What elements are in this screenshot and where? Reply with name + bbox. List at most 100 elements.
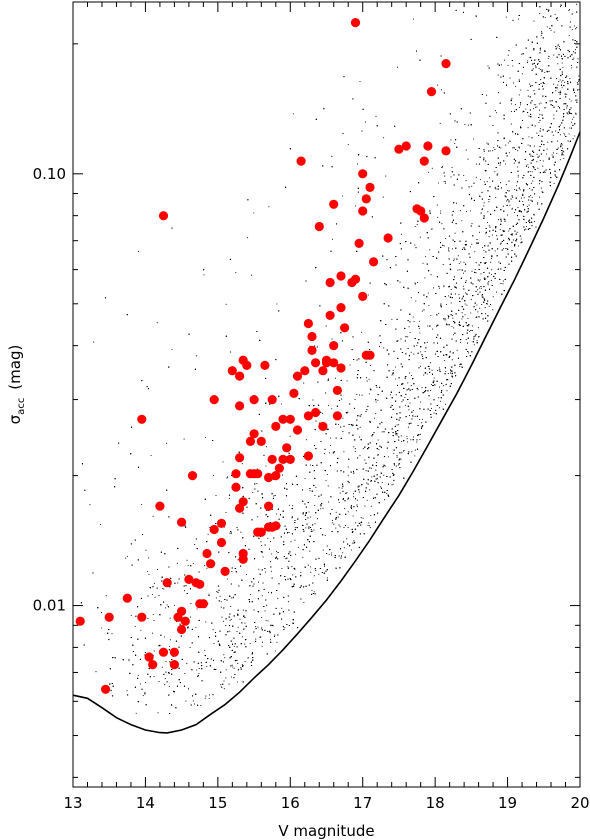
background-dot xyxy=(529,187,531,189)
background-dot xyxy=(433,287,435,289)
background-dot xyxy=(563,132,565,134)
background-dot xyxy=(494,171,496,173)
background-dot xyxy=(536,132,538,134)
background-dot xyxy=(300,571,302,574)
background-dot xyxy=(267,537,269,539)
background-dot xyxy=(437,369,439,372)
background-dot xyxy=(452,317,454,319)
background-dot xyxy=(352,515,354,517)
background-dot xyxy=(198,672,200,674)
background-dot xyxy=(500,243,502,245)
background-dot xyxy=(443,385,445,387)
background-dot xyxy=(516,231,518,233)
background-dot xyxy=(540,79,542,81)
background-dot xyxy=(412,410,414,412)
background-dot xyxy=(487,284,489,286)
background-dot xyxy=(276,641,278,643)
background-dot xyxy=(562,150,564,152)
background-dot xyxy=(261,641,264,643)
background-dot xyxy=(578,75,580,77)
background-dot xyxy=(192,562,194,565)
background-dot xyxy=(395,394,397,396)
background-dot xyxy=(100,612,103,614)
background-dot xyxy=(478,287,480,289)
background-dot xyxy=(465,280,467,282)
background-dot xyxy=(459,365,461,367)
background-dot xyxy=(451,325,453,328)
background-dot xyxy=(387,456,390,458)
background-dot xyxy=(314,494,316,497)
background-dot xyxy=(482,246,484,248)
background-dot xyxy=(418,327,420,329)
background-dot xyxy=(437,182,440,184)
background-dot xyxy=(476,304,478,306)
background-dot xyxy=(573,57,575,59)
background-dot xyxy=(561,87,563,89)
background-dot xyxy=(396,455,398,457)
background-dot xyxy=(346,538,348,540)
background-dot xyxy=(226,578,229,580)
background-dot xyxy=(487,211,489,213)
background-dot xyxy=(469,210,471,212)
background-dot xyxy=(378,346,381,348)
background-dot xyxy=(562,80,564,82)
background-dot xyxy=(313,575,315,577)
background-dot xyxy=(522,193,524,195)
background-dot xyxy=(505,144,507,146)
background-dot xyxy=(242,609,244,611)
background-dot xyxy=(185,700,187,702)
background-dot xyxy=(309,550,311,552)
background-dot xyxy=(559,134,561,136)
background-dot xyxy=(424,277,426,279)
background-dot xyxy=(483,181,485,183)
background-dot xyxy=(419,418,421,420)
background-dot xyxy=(204,565,206,567)
background-dot xyxy=(205,695,207,697)
background-dot xyxy=(197,675,199,677)
background-dot xyxy=(183,590,186,592)
background-dot xyxy=(331,408,333,410)
background-dot xyxy=(359,455,361,457)
background-dot xyxy=(281,474,284,476)
background-dot xyxy=(511,97,513,99)
background-dot xyxy=(517,207,519,209)
background-dot xyxy=(446,272,448,274)
background-dot xyxy=(464,314,466,316)
background-dot xyxy=(288,504,290,506)
background-dot xyxy=(314,504,316,506)
background-dot xyxy=(367,524,369,527)
background-dot xyxy=(527,95,529,97)
background-dot xyxy=(495,291,498,293)
background-dot xyxy=(471,223,473,225)
background-dot xyxy=(430,314,432,317)
background-dot xyxy=(241,463,243,465)
background-dot xyxy=(111,633,113,635)
background-dot xyxy=(225,625,227,627)
background-dot xyxy=(292,113,294,115)
background-dot xyxy=(459,325,461,327)
background-dot xyxy=(196,608,198,610)
background-dot xyxy=(486,94,488,96)
background-dot xyxy=(232,597,234,599)
background-dot xyxy=(125,557,127,559)
background-dot xyxy=(223,688,225,690)
background-dot xyxy=(163,588,165,590)
background-dot xyxy=(508,200,510,202)
background-dot xyxy=(265,465,267,467)
background-dot xyxy=(496,235,498,237)
background-dot xyxy=(236,631,238,633)
background-dot xyxy=(415,300,417,302)
background-dot xyxy=(553,54,555,56)
background-dot xyxy=(192,700,194,702)
background-dot xyxy=(334,377,336,379)
background-dot xyxy=(237,559,239,561)
background-dot xyxy=(528,115,530,117)
background-dot xyxy=(408,415,411,417)
background-dot xyxy=(572,51,575,53)
background-dot xyxy=(463,174,465,176)
background-dot xyxy=(469,246,471,248)
background-dot xyxy=(355,510,357,512)
background-dot xyxy=(528,204,530,206)
background-dot xyxy=(490,257,492,260)
